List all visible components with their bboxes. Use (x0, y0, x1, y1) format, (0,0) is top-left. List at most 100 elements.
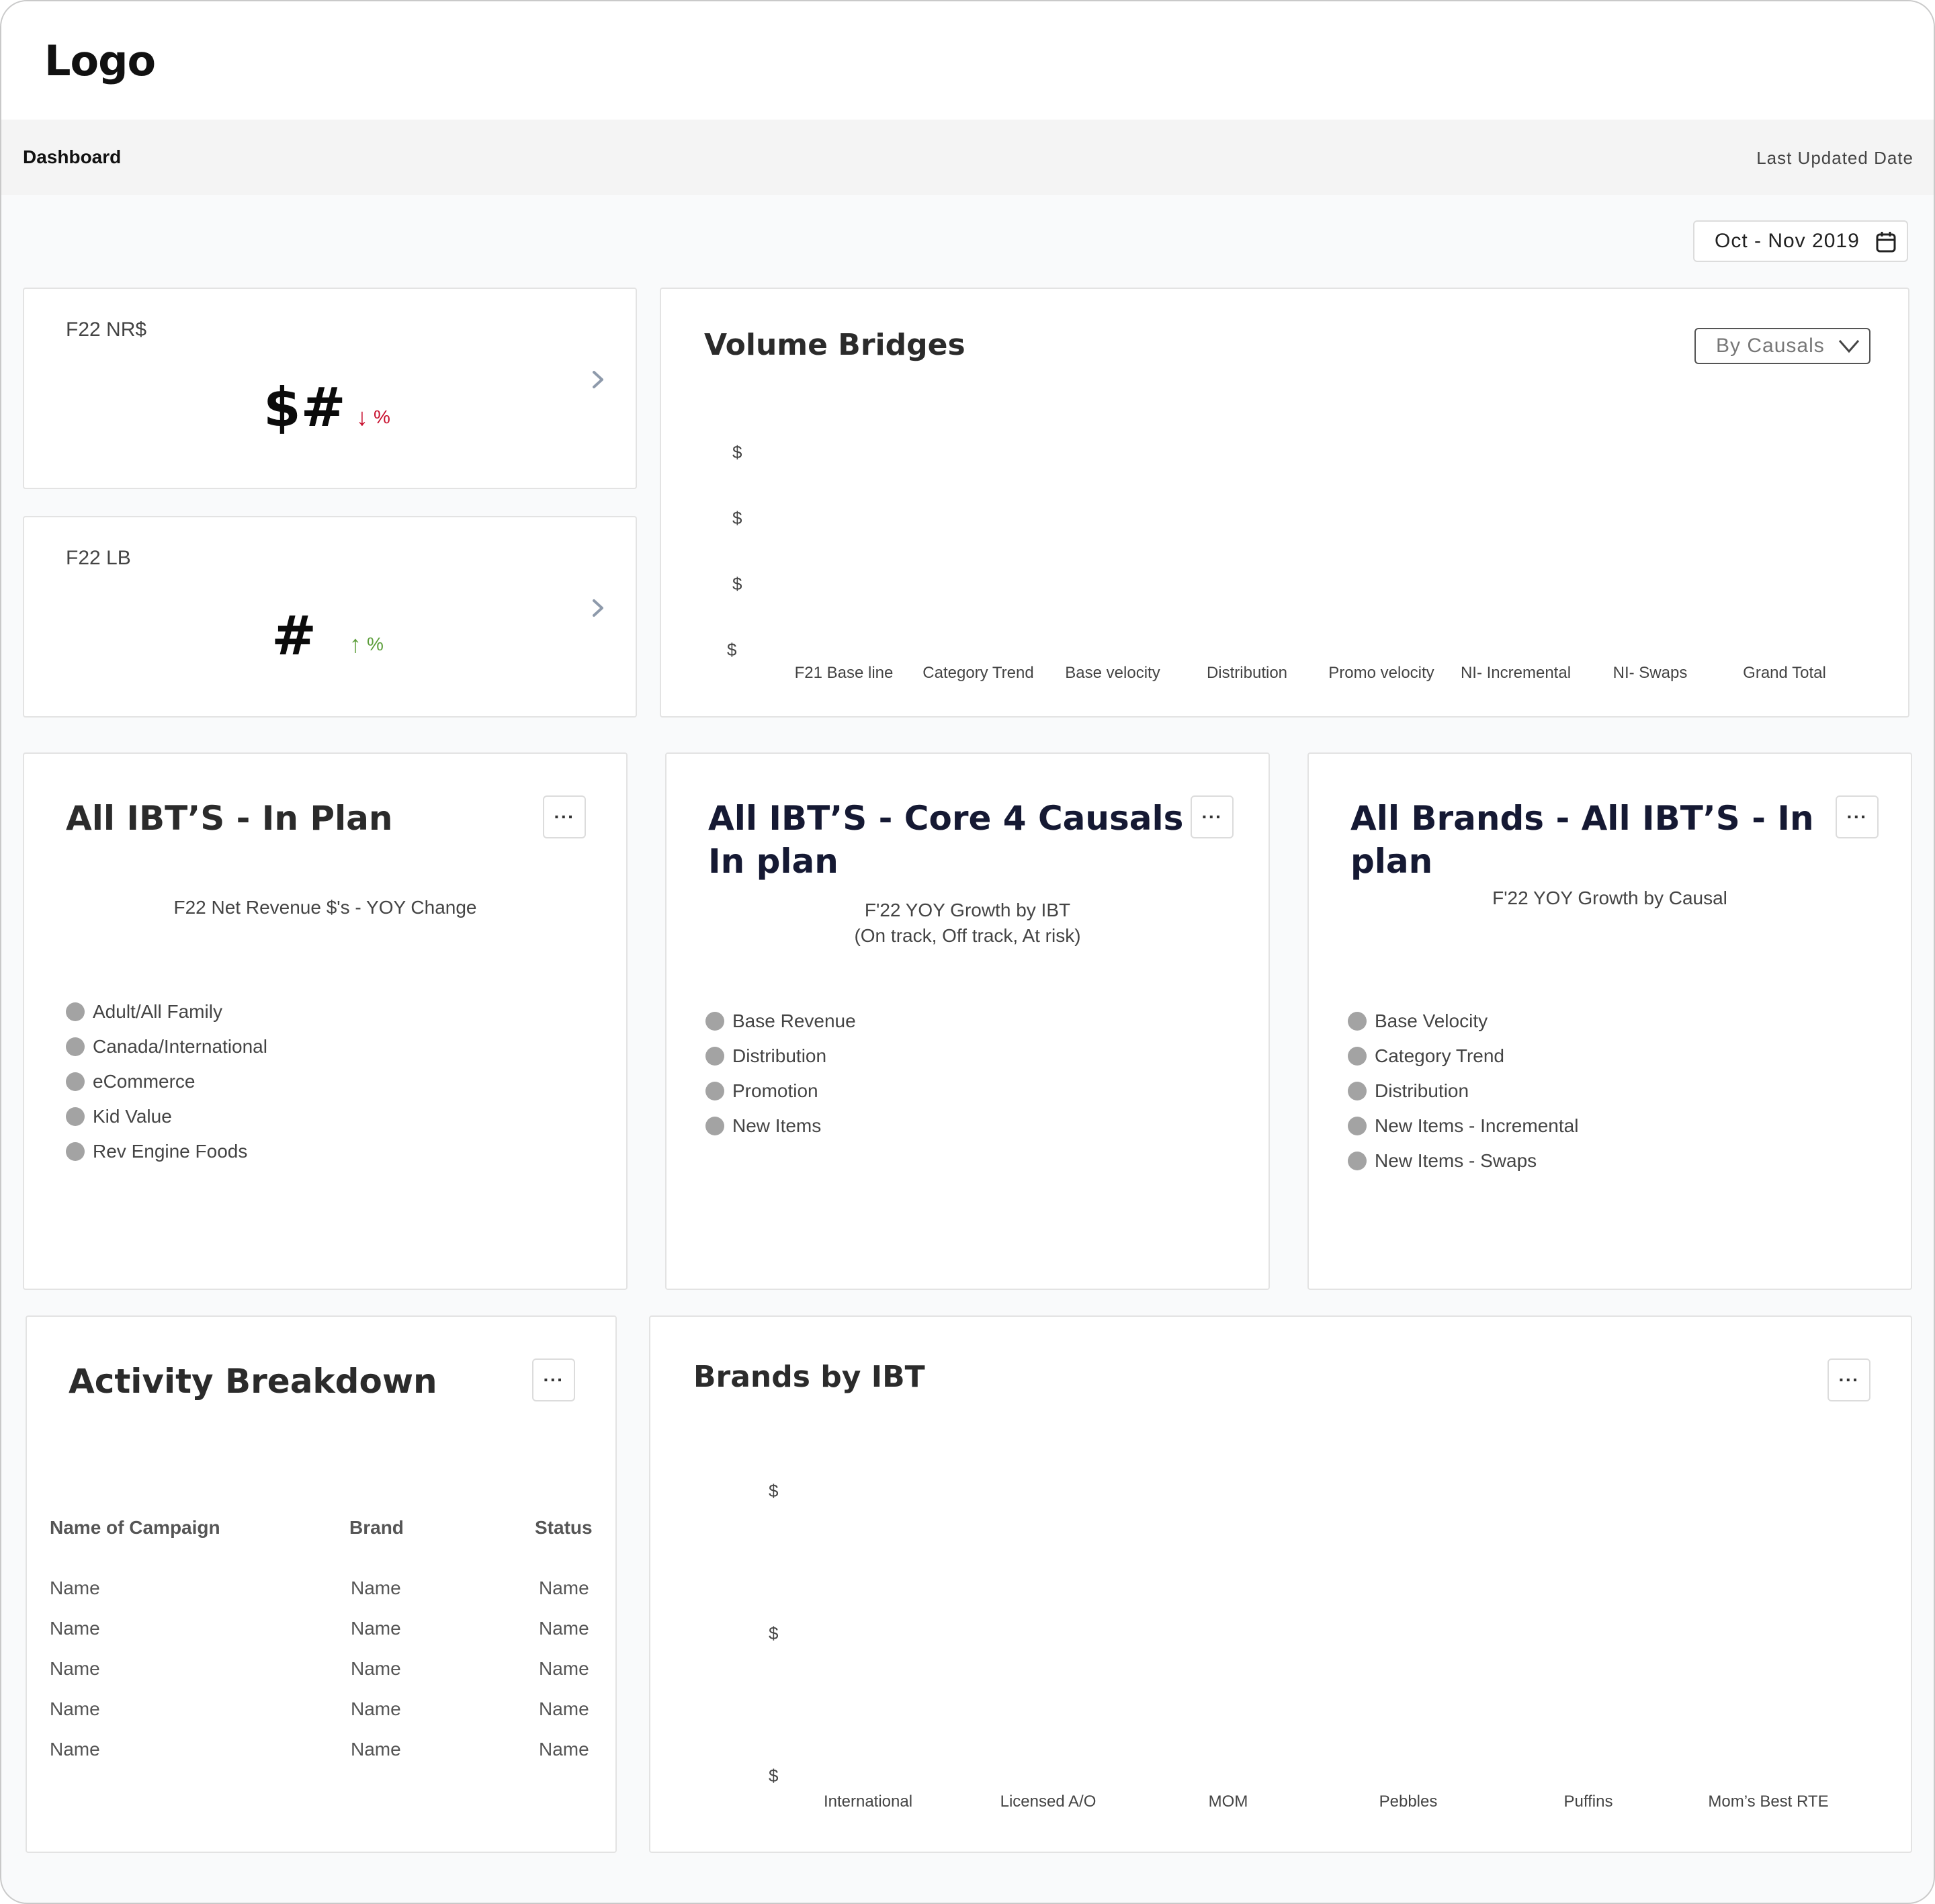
legend-item: Category Trend (1348, 1039, 1578, 1074)
table-cell: Name (50, 1577, 100, 1598)
kpi-label: F22 NR$ (66, 318, 147, 341)
legend-dot (1348, 1047, 1367, 1066)
kpi-card-nr[interactable]: F22 NR$ $# ↓ % (23, 288, 637, 489)
calendar-icon (1876, 232, 1896, 253)
card-title-line: All Brands - All IBT’S - In (1350, 799, 1814, 838)
table-cell: Name (351, 1739, 401, 1760)
chart-title: Brands by IBT (693, 1360, 925, 1394)
arrow-up-icon: ↑ (349, 630, 361, 658)
x-tick-label: Puffins (1563, 1792, 1613, 1811)
chevron-right-icon[interactable] (590, 368, 606, 391)
column-header-campaign[interactable]: Name of Campaign (50, 1517, 220, 1538)
legend-label: Kid Value (93, 1106, 172, 1127)
table-cell: Name (351, 1577, 401, 1598)
table-cell: Name (351, 1698, 401, 1719)
card-title-line: plan (1350, 842, 1433, 881)
table-cell: Name (50, 1739, 100, 1760)
legend-label: New Items - Incremental (1375, 1115, 1579, 1136)
legend-dot (705, 1047, 724, 1066)
more-options-button[interactable]: ··· (532, 1358, 575, 1401)
chevron-down-icon (1838, 340, 1860, 353)
legend-dot (66, 1072, 85, 1091)
table-cell: Name (539, 1658, 589, 1679)
card-title-line: In plan (708, 842, 838, 881)
legend-item: Distribution (1348, 1074, 1578, 1109)
chevron-right-icon[interactable] (590, 597, 606, 619)
kpi-value: $# (263, 376, 346, 439)
legend-item: Kid Value (66, 1099, 267, 1134)
legend-item: Base Revenue (705, 1004, 856, 1039)
chart-title: Volume Bridges (704, 328, 965, 362)
more-options-button[interactable]: ··· (1836, 795, 1879, 838)
x-tick-label: Promo velocity (1328, 664, 1434, 682)
legend-dot (1348, 1082, 1367, 1100)
kpi-card-lb[interactable]: F22 LB # ↑ % (23, 516, 637, 718)
legend-item: Canada/International (66, 1029, 267, 1064)
kpi-delta: ↑ % (349, 630, 384, 658)
kpi-label: F22 LB (66, 547, 131, 569)
chart-caption-line: F'22 YOY Growth by IBT (864, 900, 1071, 920)
legend-label: Canada/International (93, 1036, 267, 1057)
last-updated-date: Last Updated Date (1756, 148, 1914, 168)
legend-label: Category Trend (1375, 1045, 1504, 1066)
table-cell: Name (351, 1618, 401, 1639)
legend-dot (66, 1002, 85, 1021)
legend-label: eCommerce (93, 1071, 196, 1092)
card-title: All IBT’S - Core 4 Causals - In plan (708, 797, 1209, 883)
legend-item: Promotion (705, 1074, 856, 1109)
ibt-in-plan-card: All IBT’S - In Plan ··· F22 Net Revenue … (23, 752, 628, 1290)
table-cell: Name (539, 1577, 589, 1598)
x-tick-label: Licensed A/O (1000, 1792, 1096, 1811)
arrow-down-icon: ↓ (356, 403, 368, 431)
kpi-delta: ↓ % (356, 403, 390, 431)
y-tick-label: $ (769, 1481, 779, 1501)
card-title: All IBT’S - In Plan (66, 799, 393, 838)
x-tick-label: Category Trend (922, 664, 1034, 682)
date-range-label: Oct - Nov 2019 (1715, 230, 1860, 252)
more-options-button[interactable]: ··· (1828, 1358, 1870, 1401)
legend-dot (1348, 1117, 1367, 1135)
column-header-status[interactable]: Status (535, 1517, 593, 1538)
page-title: Dashboard (23, 146, 122, 167)
column-header-brand[interactable]: Brand (349, 1517, 404, 1538)
x-tick-label: NI- Swaps (1612, 664, 1688, 682)
brands-in-plan-card: All Brands - All IBT’S - In plan ··· F'2… (1307, 752, 1912, 1290)
legend-item: New Items - Incremental (1348, 1109, 1578, 1143)
table-cell: Name (539, 1618, 589, 1639)
x-tick-label: International (823, 1792, 913, 1811)
chart-caption: F'22 YOY Growth by Causal (1492, 888, 1727, 908)
y-tick-label: $ (727, 640, 737, 660)
chart-legend: Adult/All Family Canada/International eC… (66, 994, 267, 1169)
legend-item: eCommerce (66, 1064, 267, 1099)
legend-label: New Items - Swaps (1375, 1150, 1537, 1171)
more-options-button[interactable]: ··· (543, 795, 586, 838)
chart-caption: F'22 YOY Growth by IBT (On track, Off tr… (666, 898, 1268, 949)
table-cell: Name (50, 1698, 100, 1719)
legend-item: Distribution (705, 1039, 856, 1074)
date-range-picker[interactable]: Oct - Nov 2019 (1693, 220, 1908, 262)
causals-dropdown[interactable]: By Causals (1694, 328, 1870, 364)
more-options-button[interactable]: ··· (1191, 795, 1234, 838)
kpi-delta-value: % (367, 634, 384, 654)
legend-dot (1348, 1152, 1367, 1170)
x-tick-label: NI- Incremental (1460, 664, 1572, 682)
x-tick-label: Base velocity (1065, 664, 1160, 682)
activity-breakdown-card: Activity Breakdown ··· Name of Campaign … (26, 1315, 617, 1853)
kpi-value: # (271, 605, 317, 667)
card-title: All Brands - All IBT’S - In plan (1350, 797, 1814, 883)
x-tick-label: Distribution (1206, 664, 1288, 682)
legend-label: New Items (732, 1115, 822, 1136)
dropdown-value: By Causals (1716, 335, 1825, 357)
x-tick-label: Grand Total (1743, 664, 1826, 682)
legend-item: Adult/All Family (66, 994, 267, 1029)
legend-dot (66, 1142, 85, 1161)
top-bar: Logo (1, 1, 1934, 120)
x-tick-label: Mom’s Best RTE (1708, 1792, 1829, 1811)
table-cell: Name (50, 1618, 100, 1639)
chart-caption: F22 Net Revenue $'s - YOY Change (173, 897, 477, 918)
legend-dot (66, 1037, 85, 1056)
y-tick-label: $ (769, 1766, 779, 1786)
sub-header: Dashboard Last Updated Date (1, 120, 1934, 195)
logo[interactable]: Logo (44, 36, 156, 85)
